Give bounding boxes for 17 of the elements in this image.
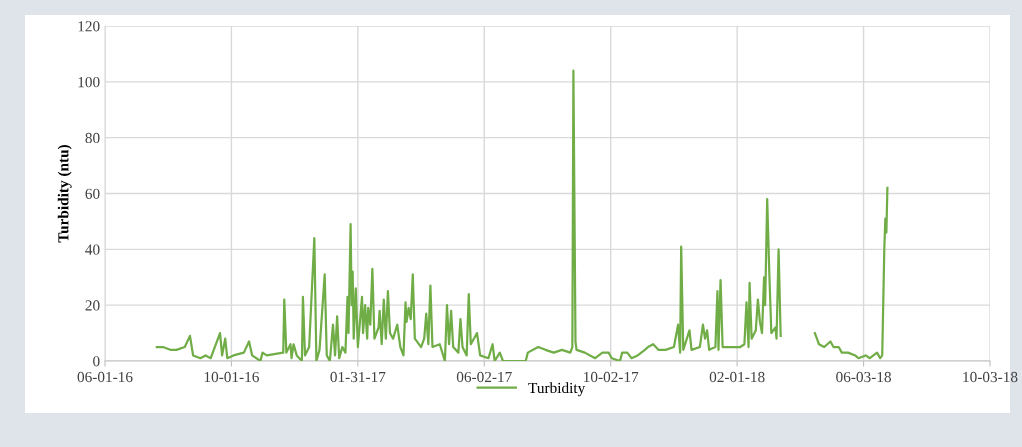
- y-axis-title: Turbidity (ntu): [57, 144, 72, 243]
- x-tick-label: 06-03-18: [836, 371, 891, 383]
- y-tick-label: 40: [85, 244, 100, 255]
- y-tick-label: 20: [85, 300, 100, 311]
- y-tick-label: 80: [85, 132, 100, 144]
- x-tick-label: 10-03-18: [963, 371, 1018, 383]
- legend-label: Turbidity: [528, 382, 586, 397]
- x-tick-label: 06-02-17: [456, 371, 512, 383]
- y-tick-label: 60: [85, 188, 100, 199]
- y-tick-label: 0: [93, 356, 100, 367]
- y-tick-label: 100: [78, 76, 100, 88]
- x-tick-label: 01-31-17: [330, 371, 386, 383]
- x-tick-label: 02-01-18: [709, 371, 765, 383]
- x-tick-label: 06-01-16: [77, 371, 133, 383]
- y-tick-label: 120: [78, 21, 100, 32]
- x-tick-label: 10-02-17: [584, 371, 639, 383]
- x-tick-label: 10-01-16: [204, 371, 259, 383]
